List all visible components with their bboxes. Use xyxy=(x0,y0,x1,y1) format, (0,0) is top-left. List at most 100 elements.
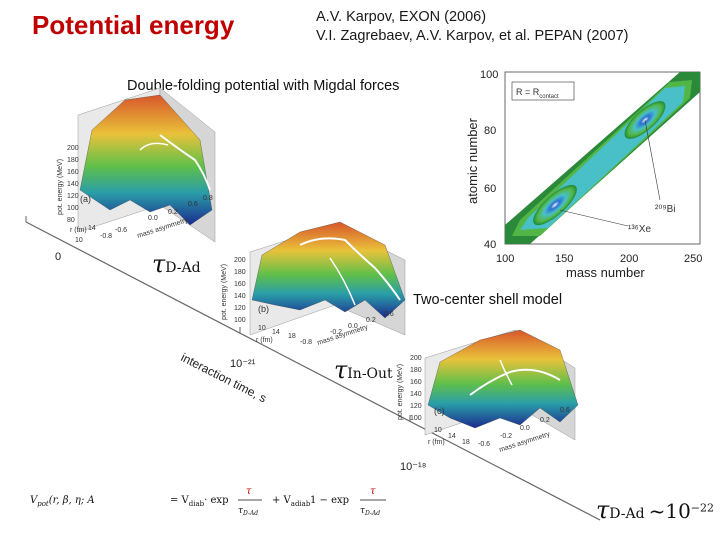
double-folding-label: Double-folding potential with Migdal for… xyxy=(127,78,400,94)
tau-in-out-label: τIn-Out xyxy=(334,356,393,384)
formula-den2: τ xyxy=(360,506,366,516)
surface-a-panel: (a) xyxy=(80,194,91,204)
svg-text:Vpot(r, β, η; A: Vpot(r, β, η; A xyxy=(30,495,95,508)
surface-plot-a: pot. energy (MeV) (a) 200 180 160 140 12… xyxy=(57,87,216,244)
surface-plot-b: pot. energy (MeV) (b) 200 180 160 140 12… xyxy=(221,221,406,347)
surface-b-tick-1: 180 xyxy=(234,269,246,276)
surface-c-tick-4: 120 xyxy=(410,403,422,410)
contour-label-xe: ¹³⁶Xe xyxy=(628,224,651,235)
contour-ylabel: atomic number xyxy=(465,117,480,204)
surface-c-tick-5: 100 xyxy=(410,415,422,422)
surface-b-xlabel: mass asymmetry xyxy=(316,324,369,347)
contour-legend: R = Rcontact xyxy=(516,87,559,100)
contour-x-tick-3: 250 xyxy=(684,253,702,265)
surface-c-tick-3: 140 xyxy=(410,391,422,398)
contour-xlabel: mass number xyxy=(566,265,645,280)
contour-plot: R = Rcontact ²⁰⁹Bi ¹³⁶Xe 40 60 80 100 10… xyxy=(465,69,702,280)
reference-line-2: V.I. Zagrebaev, A.V. Karpov, et al. PEPA… xyxy=(316,28,629,44)
surface-a-tick-2: 160 xyxy=(67,169,79,176)
surface-b-tick-3: 140 xyxy=(234,293,246,300)
surface-a-x-tick-3: 0.2 xyxy=(168,209,178,216)
formula-adiab: adiab xyxy=(291,500,311,508)
formula-eq: = V xyxy=(170,495,190,506)
surface-a-x-tick-4: 0.6 xyxy=(188,201,198,208)
surface-c-tick-1: 180 xyxy=(410,367,422,374)
surface-c-x-tick-3: 0.2 xyxy=(540,417,550,424)
surface-a-x-tick-5: 0.8 xyxy=(203,195,213,202)
surface-c-tick-2: 160 xyxy=(410,379,422,386)
surface-c-r-tick-1: 14 xyxy=(448,433,456,440)
formula-exp1: · exp xyxy=(204,495,228,506)
surface-b-r-tick-0: 10 xyxy=(258,325,266,332)
tau-estimate: τD-Ad~10−22s xyxy=(596,496,720,524)
surface-a-r-tick-0: 10 xyxy=(75,237,83,244)
surface-a-x-tick-0: -0.8 xyxy=(100,233,112,240)
tau-exponent: −22 xyxy=(690,501,715,515)
formula-lhs-sub: pot xyxy=(37,500,49,508)
surface-b-panel: (b) xyxy=(258,304,269,314)
surface-c-x-tick-4: 0.6 xyxy=(560,407,570,414)
contour-legend-main: R = R xyxy=(516,87,540,97)
surface-a-tick-5: 100 xyxy=(67,205,79,212)
surface-a-x-tick-1: -0.6 xyxy=(115,227,127,234)
surface-b-x-tick-2: 0.0 xyxy=(348,323,358,330)
surface-c-rlabel: r (fm) xyxy=(428,439,445,446)
potential-formula: Vpot(r, β, η; A = Vdiab· exp τ τD-Ad + V… xyxy=(30,486,386,517)
surface-b-tick-0: 200 xyxy=(234,257,246,264)
contour-legend-sub: contact xyxy=(539,94,559,100)
contour-label-bi: ²⁰⁹Bi xyxy=(655,204,676,215)
formula-den1: τ xyxy=(238,506,244,516)
contour-y-tick-3: 100 xyxy=(480,69,498,81)
contour-x-tick-1: 150 xyxy=(555,253,573,265)
surface-plot-c: pot. energy (MeV) (c) 200 180 160 140 12… xyxy=(397,329,579,454)
formula-plus: + V xyxy=(272,495,292,506)
surface-a-xlabel: mass asymmetry xyxy=(136,217,189,240)
surface-c-x-tick-0: -0.6 xyxy=(478,441,490,448)
contour-x-tick-0: 100 xyxy=(496,253,514,265)
contour-y-tick-2: 80 xyxy=(484,125,496,137)
svg-text:= Vdiab· exp: = Vdiab· exp xyxy=(170,495,228,508)
surface-a-x-tick-2: 0.0 xyxy=(148,215,158,222)
tau-symbol: τ xyxy=(596,496,610,524)
formula-num2: τ xyxy=(370,486,376,497)
time-axis-tick2-label: 10⁻¹⁸ xyxy=(400,461,426,473)
surface-b-r-tick-1: 14 xyxy=(272,329,280,336)
svg-text:τD-Ad: τD-Ad xyxy=(238,506,258,517)
surface-b-tick-2: 160 xyxy=(234,281,246,288)
two-center-label: Two-center shell model xyxy=(413,292,563,308)
contour-y-tick-1: 60 xyxy=(484,183,496,195)
tau-subscript: D-Ad xyxy=(609,506,645,522)
contour-x-tick-2: 200 xyxy=(620,253,638,265)
surface-b-x-tick-0: -0.8 xyxy=(300,339,312,346)
formula-args: (r, β, η; A xyxy=(49,495,95,506)
surface-b-x-tick-4: 0.6 xyxy=(384,311,394,318)
formula-den1-sub: D-Ad xyxy=(242,510,258,517)
surface-b-ylabel: pot. energy (MeV) xyxy=(221,264,228,320)
surface-c-r-tick-0: 10 xyxy=(434,427,442,434)
surface-a-tick-0: 200 xyxy=(67,145,79,152)
svg-text:τD-Ad: τD-Ad xyxy=(360,506,380,517)
formula-num1: τ xyxy=(246,486,252,497)
surface-c-r-tick-2: 18 xyxy=(462,439,470,446)
surface-b-x-tick-1: -0.2 xyxy=(330,329,342,336)
page-title: Potential energy xyxy=(32,10,235,40)
surface-c-x-tick-1: -0.2 xyxy=(500,433,512,440)
formula-diab: diab xyxy=(189,500,205,508)
surface-c-x-tick-2: 0.0 xyxy=(520,425,530,432)
tau-subscript: In-Out xyxy=(347,366,393,382)
tau-d-ad-label: τD-Ad xyxy=(152,250,201,278)
surface-b-x-tick-3: 0.2 xyxy=(366,317,376,324)
time-axis-tick1-label: 10⁻²¹ xyxy=(230,358,256,370)
tau-symbol: τ xyxy=(152,250,166,278)
formula-bracket: 1 − exp xyxy=(310,495,349,506)
surface-a-r-tick-1: 14 xyxy=(88,225,96,232)
tau-approx: ~ xyxy=(648,499,666,523)
tau-symbol: τ xyxy=(334,356,348,384)
surface-c-tick-0: 200 xyxy=(410,355,422,362)
svg-text:+ Vadiab: + Vadiab xyxy=(272,495,311,508)
surface-c-panel: (c) xyxy=(434,406,445,416)
tau-ten: 10 xyxy=(665,499,691,523)
surface-a-tick-6: 80 xyxy=(67,217,75,224)
surface-a-tick-1: 180 xyxy=(67,157,79,164)
